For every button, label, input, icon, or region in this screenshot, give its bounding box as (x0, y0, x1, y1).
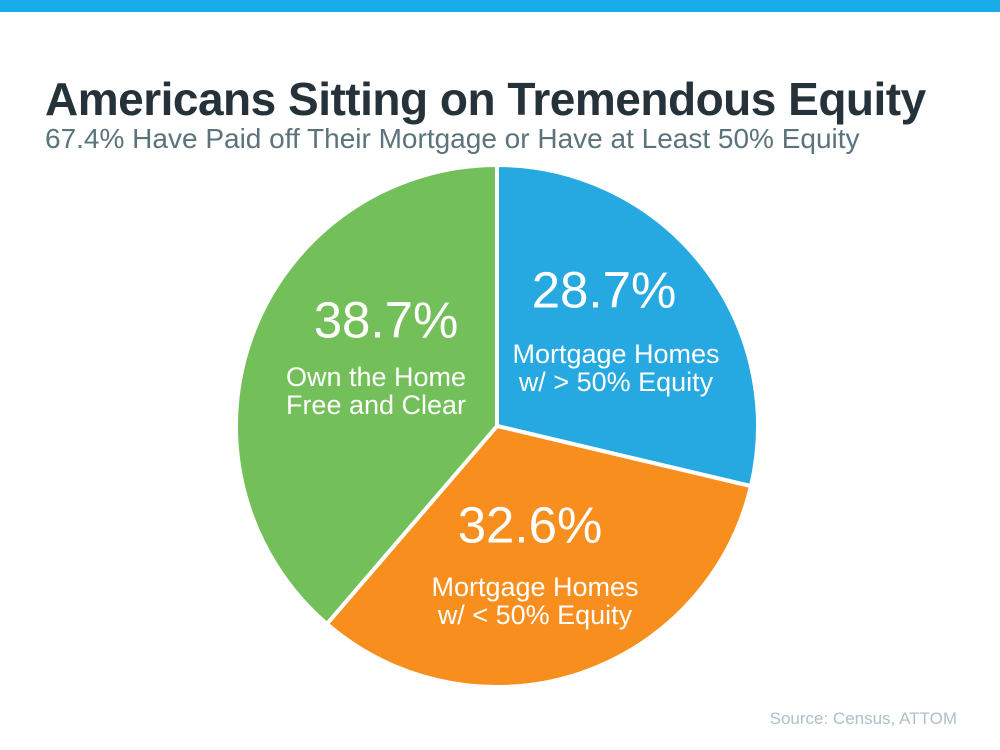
pie-slice-name-line: w/ > 50% Equity (518, 367, 714, 397)
pie-slice-name-line: Free and Clear (285, 390, 467, 420)
chart-title: Americans Sitting on Tremendous Equity (45, 72, 926, 125)
pie-slice-name-line: Own the Home (285, 362, 467, 392)
pie-slice-value-label: 38.7% (313, 291, 459, 349)
pie-slice-value-label: 28.7% (531, 261, 677, 319)
chart-subtitle: 67.4% Have Paid off Their Mortgage or Ha… (45, 123, 860, 155)
pie-slice-name-line: Mortgage Homes (431, 572, 639, 602)
pie-slice-2 (234, 163, 499, 626)
pie-slice-name-line: Mortgage Homes (512, 339, 720, 369)
pie-slice-value-label: 32.6% (457, 496, 603, 554)
pie-slice-name-label: Mortgage Homes w/ < 50% Equity (431, 573, 638, 629)
pie-slice-1 (324, 424, 753, 689)
pie-slice-name-label: Own the Home Free and Clear (286, 363, 466, 419)
top-accent-bar (0, 0, 1000, 12)
source-attribution: Source: Census, ATTOM (769, 709, 957, 728)
pie-slice-0 (495, 163, 760, 489)
pie-slice-name-line: w/ < 50% Equity (437, 600, 633, 630)
pie-slice-name-label: Mortgage Homes w/ > 50% Equity (512, 340, 719, 396)
